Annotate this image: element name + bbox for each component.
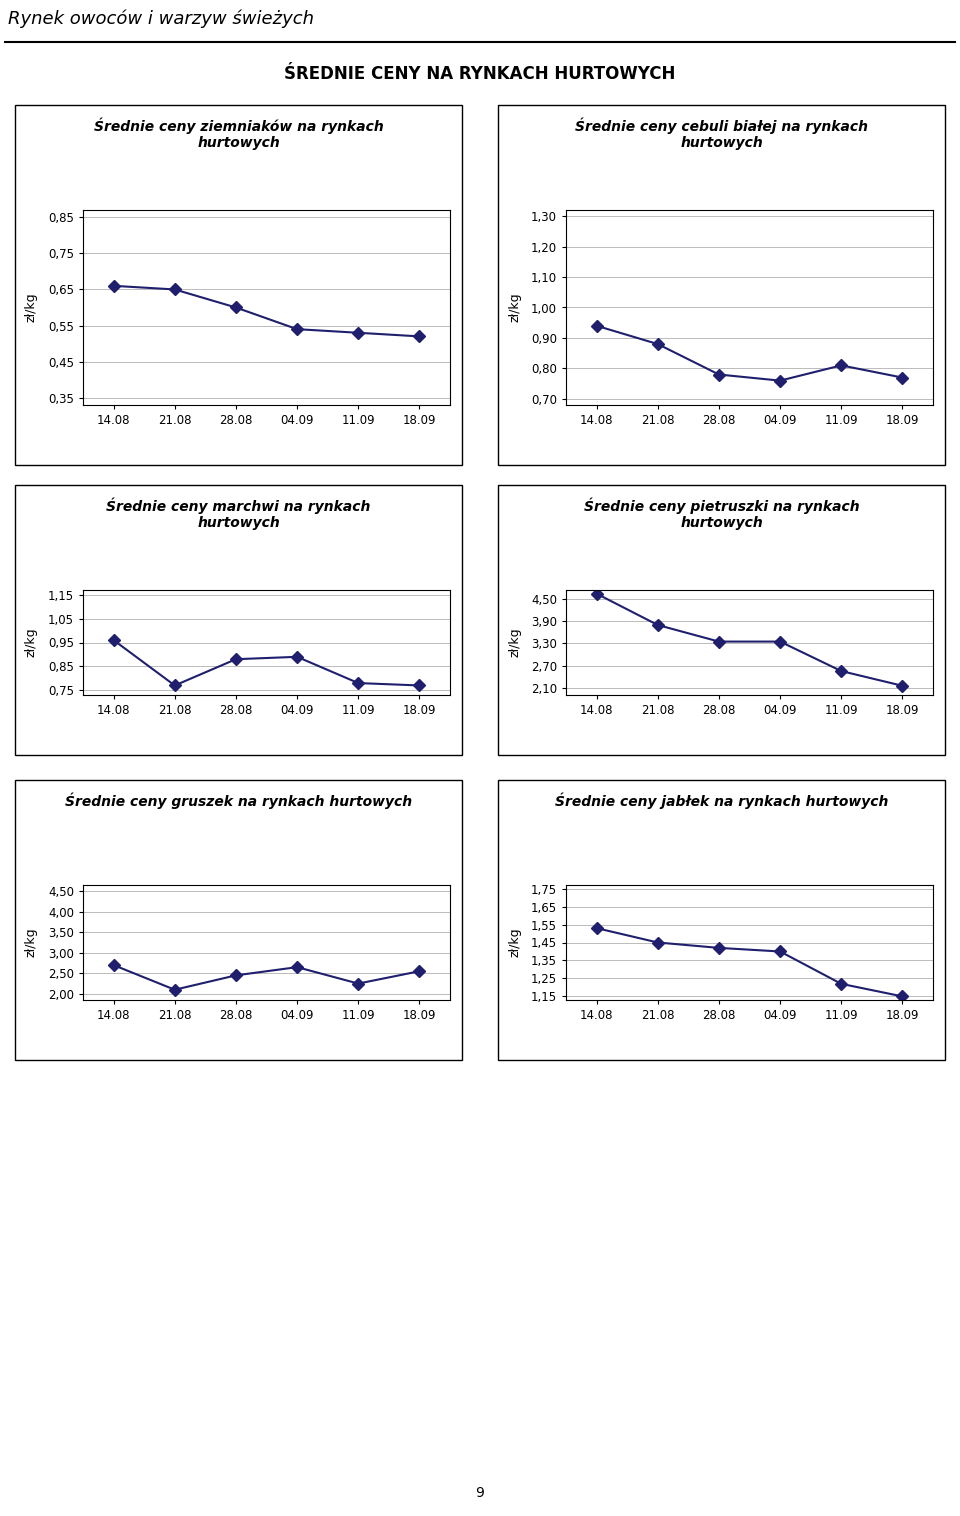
Text: zł/kg: zł/kg: [508, 928, 521, 957]
Text: zł/kg: zł/kg: [25, 628, 38, 658]
Text: zł/kg: zł/kg: [508, 628, 521, 658]
Text: Średnie ceny jabłek na rynkach hurtowych: Średnie ceny jabłek na rynkach hurtowych: [555, 791, 888, 808]
Text: Średnie ceny ziemniaków na rynkach
hurtowych: Średnie ceny ziemniaków na rynkach hurto…: [94, 117, 383, 150]
Text: Średnie ceny gruszek na rynkach hurtowych: Średnie ceny gruszek na rynkach hurtowyc…: [65, 791, 412, 808]
Text: Średnie ceny marchwi na rynkach
hurtowych: Średnie ceny marchwi na rynkach hurtowyc…: [107, 497, 371, 529]
Text: Rynek owoców i warzyw świeżych: Rynek owoców i warzyw świeżych: [8, 11, 314, 29]
Text: 9: 9: [475, 1486, 485, 1499]
Text: ŚREDNIE CENY NA RYNKACH HURTOWYCH: ŚREDNIE CENY NA RYNKACH HURTOWYCH: [284, 65, 676, 83]
Text: zł/kg: zł/kg: [508, 293, 521, 323]
Text: Średnie ceny pietruszki na rynkach
hurtowych: Średnie ceny pietruszki na rynkach hurto…: [584, 497, 859, 529]
Text: Średnie ceny cebuli białej na rynkach
hurtowych: Średnie ceny cebuli białej na rynkach hu…: [575, 117, 868, 150]
Text: zł/kg: zł/kg: [25, 928, 38, 957]
Text: zł/kg: zł/kg: [25, 293, 38, 323]
